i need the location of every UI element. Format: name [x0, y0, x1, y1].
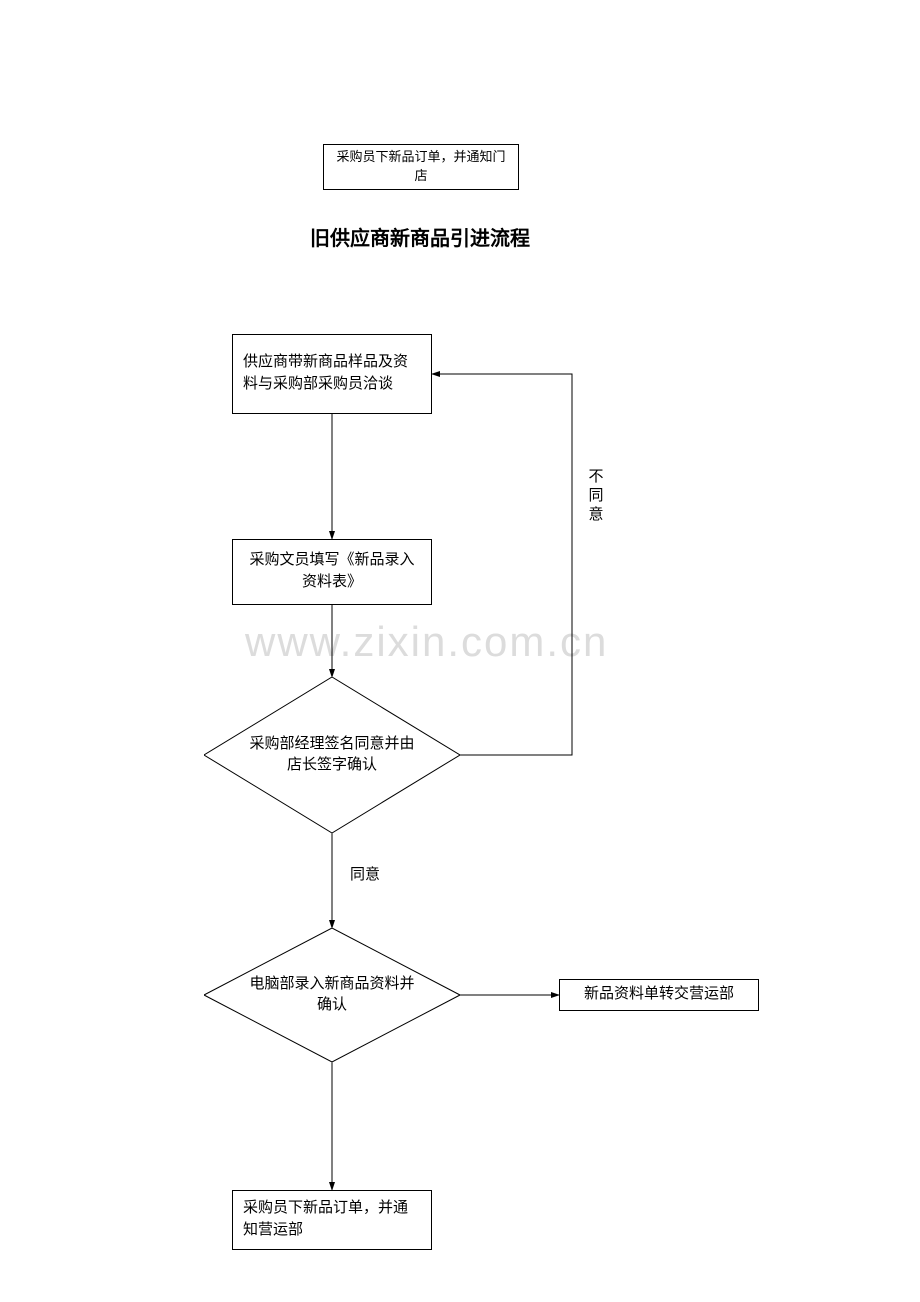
node-n4-label: 电脑部录入新商品资料并确认 — [204, 928, 460, 1062]
node-n6-label: 采购员下新品订单，并通知营运部 — [243, 1198, 421, 1242]
edge-label-disagree: 不同意 — [584, 468, 604, 525]
node-n2: 采购文员填写《新品录入资料表》 — [232, 539, 432, 605]
node-n0: 采购员下新品订单，并通知门店 — [323, 144, 519, 190]
node-n5: 新品资料单转交营运部 — [559, 979, 759, 1011]
node-n4: 电脑部录入新商品资料并确认 — [204, 928, 460, 1062]
node-n6: 采购员下新品订单，并通知营运部 — [232, 1190, 432, 1250]
watermark: www.zixin.com.cn — [245, 618, 608, 666]
edge-label-agree: 同意 — [350, 866, 380, 886]
node-n0-label: 采购员下新品订单，并通知门店 — [334, 148, 508, 186]
node-n3: 采购部经理签名同意并由店长签字确认 — [204, 677, 460, 833]
page-title: 旧供应商新商品引进流程 — [310, 222, 530, 251]
node-n1: 供应商带新商品样品及资料与采购部采购员洽谈 — [232, 334, 432, 414]
node-n2-label: 采购文员填写《新品录入资料表》 — [243, 550, 421, 594]
node-n5-label: 新品资料单转交营运部 — [584, 984, 734, 1006]
node-n3-label: 采购部经理签名同意并由店长签字确认 — [204, 677, 460, 833]
edges-layer — [0, 0, 920, 1302]
node-n1-label: 供应商带新商品样品及资料与采购部采购员洽谈 — [243, 352, 421, 396]
